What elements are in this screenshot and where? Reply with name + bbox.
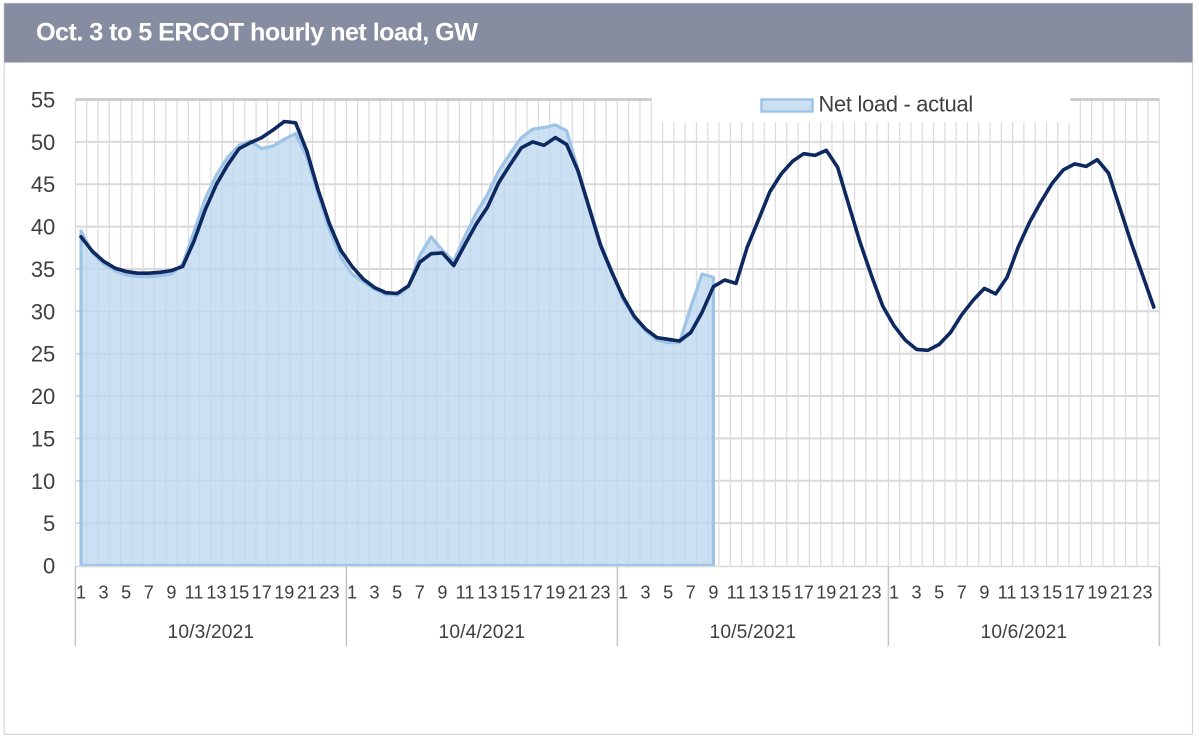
svg-text:23: 23	[1132, 583, 1152, 603]
svg-text:23: 23	[319, 583, 339, 603]
svg-text:13: 13	[206, 583, 226, 603]
svg-text:10/6/2021: 10/6/2021	[981, 622, 1068, 643]
svg-text:3: 3	[99, 583, 109, 603]
svg-text:15: 15	[771, 583, 791, 603]
svg-text:7: 7	[144, 583, 154, 603]
svg-text:40: 40	[31, 215, 55, 240]
svg-text:3: 3	[370, 583, 380, 603]
svg-text:15: 15	[500, 583, 520, 603]
svg-text:19: 19	[1087, 583, 1107, 603]
svg-text:21: 21	[1110, 583, 1130, 603]
svg-text:13: 13	[477, 583, 497, 603]
svg-text:23: 23	[861, 583, 881, 603]
svg-text:17: 17	[523, 583, 543, 603]
svg-text:7: 7	[686, 583, 696, 603]
svg-text:13: 13	[1019, 583, 1039, 603]
svg-text:21: 21	[568, 583, 588, 603]
svg-text:1: 1	[76, 583, 86, 603]
svg-text:5: 5	[663, 583, 673, 603]
svg-text:10/4/2021: 10/4/2021	[439, 622, 526, 643]
svg-text:5: 5	[392, 583, 402, 603]
svg-text:35: 35	[31, 257, 55, 282]
svg-text:7: 7	[957, 583, 967, 603]
svg-text:11: 11	[456, 583, 475, 603]
svg-text:21: 21	[839, 583, 859, 603]
svg-text:Net load - actual: Net load - actual	[819, 92, 973, 117]
svg-text:23: 23	[590, 583, 610, 603]
svg-text:1: 1	[618, 583, 628, 603]
svg-text:19: 19	[545, 583, 565, 603]
svg-text:15: 15	[1042, 583, 1062, 603]
svg-text:19: 19	[274, 583, 294, 603]
svg-text:10/5/2021: 10/5/2021	[710, 622, 797, 643]
svg-text:5: 5	[121, 583, 131, 603]
svg-text:1: 1	[889, 583, 899, 603]
svg-text:25: 25	[31, 342, 55, 367]
svg-text:17: 17	[794, 583, 814, 603]
svg-text:9: 9	[979, 583, 989, 603]
svg-text:9: 9	[437, 583, 447, 603]
svg-text:30: 30	[31, 299, 55, 324]
svg-text:5: 5	[934, 583, 944, 603]
svg-text:7: 7	[415, 583, 425, 603]
svg-text:11: 11	[727, 583, 746, 603]
svg-text:55: 55	[31, 88, 55, 113]
svg-text:15: 15	[229, 583, 249, 603]
svg-text:Oct. 3 to 5 ERCOT hourly net l: Oct. 3 to 5 ERCOT hourly net load, GW	[36, 19, 478, 47]
svg-text:17: 17	[252, 583, 272, 603]
svg-text:10/3/2021: 10/3/2021	[168, 622, 255, 643]
svg-text:10: 10	[31, 469, 55, 494]
svg-text:3: 3	[912, 583, 922, 603]
svg-text:5: 5	[43, 511, 55, 536]
svg-text:3: 3	[641, 583, 651, 603]
svg-text:9: 9	[708, 583, 718, 603]
svg-text:21: 21	[297, 583, 317, 603]
svg-text:9: 9	[166, 583, 176, 603]
svg-text:15: 15	[31, 426, 55, 451]
svg-text:13: 13	[748, 583, 768, 603]
svg-text:11: 11	[998, 583, 1017, 603]
svg-text:0: 0	[43, 554, 55, 579]
svg-text:11: 11	[185, 583, 204, 603]
svg-text:20: 20	[31, 384, 55, 409]
svg-text:19: 19	[816, 583, 836, 603]
svg-text:50: 50	[31, 130, 55, 155]
svg-text:17: 17	[1065, 583, 1085, 603]
svg-text:1: 1	[347, 583, 357, 603]
svg-text:45: 45	[31, 172, 55, 197]
